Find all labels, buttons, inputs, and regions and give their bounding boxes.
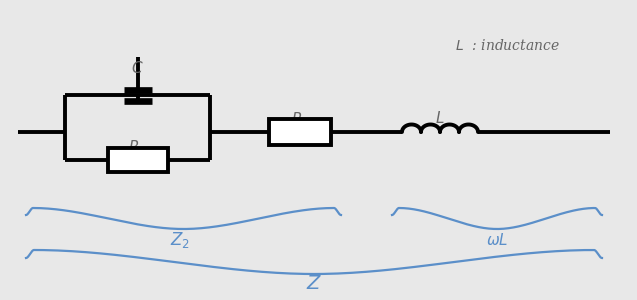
Text: $L$: $L$	[435, 110, 445, 126]
Text: $L$  : inductance: $L$ : inductance	[455, 38, 560, 52]
Bar	[108, 148, 168, 172]
Text: $Z$: $Z$	[306, 275, 322, 293]
Text: $R_s$: $R_s$	[291, 110, 309, 129]
Text: $Z_2$: $Z_2$	[169, 230, 189, 250]
Text: $C$: $C$	[131, 60, 144, 76]
Text: $\omega L$: $\omega L$	[486, 232, 508, 248]
Bar	[269, 119, 331, 145]
Text: $R_p$: $R_p$	[128, 138, 147, 159]
